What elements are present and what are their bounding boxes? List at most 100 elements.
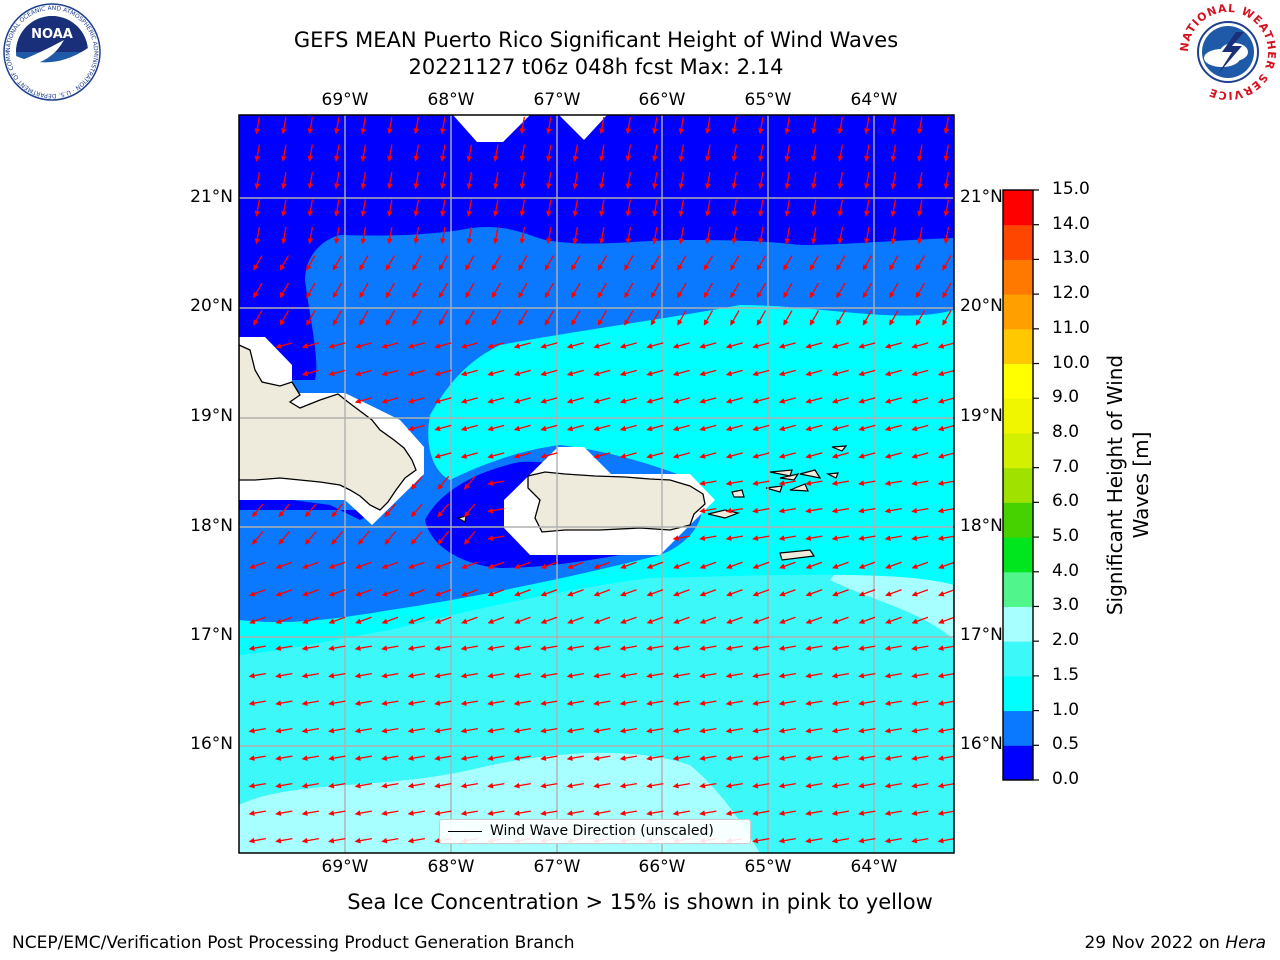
wave-direction-arrow: [434, 589, 452, 597]
wave-direction-arrow: [463, 475, 476, 490]
wave-direction-arrow: [491, 282, 502, 299]
wave-direction-arrow: [407, 645, 425, 651]
wave-direction-arrow: [619, 342, 637, 349]
colorbar-swatch: [1003, 710, 1033, 746]
wave-direction-arrow: [831, 727, 849, 734]
wave-direction-arrow: [831, 369, 849, 377]
wave-direction-arrow: [334, 227, 340, 245]
wave-direction-arrow: [593, 672, 611, 679]
wave-direction-arrow: [381, 755, 399, 761]
wave-direction-arrow: [652, 144, 658, 162]
wave-direction-arrow: [518, 282, 528, 299]
wave-direction-arrow: [805, 755, 823, 761]
wave-direction-arrow: [725, 535, 743, 541]
wave-direction-arrow: [911, 837, 929, 844]
wave-direction-arrow: [540, 616, 558, 624]
wave-direction-arrow: [434, 700, 452, 706]
wave-direction-arrow: [567, 589, 584, 597]
wave-direction-arrow: [805, 507, 823, 514]
wave-direction-arrow: [726, 589, 743, 597]
colorbar-tick-label: 2.0: [1052, 630, 1080, 651]
wave-direction-arrow: [699, 452, 717, 459]
wave-direction-arrow: [730, 282, 740, 299]
wave-direction-arrow: [858, 397, 876, 404]
wave-direction-arrow: [593, 342, 611, 349]
wave-direction-arrow: [281, 117, 287, 135]
wave-direction-arrow: [487, 755, 505, 761]
wave-direction-arrow: [434, 810, 452, 816]
wave-direction-arrow: [593, 561, 611, 569]
wave-direction-arrow: [911, 369, 929, 377]
wave-direction-arrow: [487, 369, 505, 377]
wave-direction-arrow: [864, 144, 870, 162]
wave-direction-arrow: [783, 255, 793, 271]
wave-direction-arrow: [593, 645, 611, 651]
wave-direction-arrow: [487, 645, 505, 651]
lon-label-top: 69°W: [321, 90, 369, 110]
wave-direction-arrow: [566, 342, 584, 349]
wave-direction-arrow: [937, 369, 954, 377]
wave-direction-arrow: [599, 172, 605, 190]
wave-direction-arrow: [943, 117, 950, 135]
wave-direction-arrow: [381, 837, 399, 844]
wave-direction-arrow: [884, 727, 902, 734]
no-data-area-north: [453, 115, 607, 142]
lon-label-bottom: 67°W: [533, 857, 581, 877]
wave-direction-arrow: [251, 530, 264, 545]
wave-direction-arrow: [937, 535, 954, 541]
lat-label-right: 17°N: [960, 625, 1003, 645]
wave-direction-arrow: [858, 727, 876, 734]
wave-direction-arrow: [678, 144, 685, 162]
wave-direction-arrow: [620, 589, 637, 597]
wave-direction-arrow: [911, 755, 929, 761]
wave-direction-arrow: [625, 172, 632, 190]
wave-direction-arrow: [540, 810, 558, 816]
wave-direction-arrow: [381, 672, 399, 679]
wave-direction-arrow: [572, 172, 579, 190]
wave-direction-arrow: [699, 782, 717, 789]
wave-direction-arrow: [619, 424, 637, 432]
land-puerto-rico: [527, 471, 706, 533]
wave-direction-arrow: [725, 782, 743, 789]
wave-direction-arrow: [646, 727, 664, 734]
wave-direction-arrow: [514, 561, 531, 569]
wave-direction-arrow: [646, 452, 664, 459]
nws-logo-icon: NATIONAL WEATHER SERVICE: [1178, 2, 1277, 102]
wave-direction-arrow: [355, 616, 372, 624]
wave-direction-arrow: [858, 672, 876, 679]
wave-direction-arrow: [884, 452, 902, 459]
wave-direction-arrow: [440, 199, 446, 217]
wave-direction-arrow: [566, 397, 584, 404]
wave-direction-arrow: [381, 727, 399, 734]
wave-direction-arrow: [650, 310, 661, 326]
wave-direction-arrow: [407, 810, 425, 816]
wave-direction-arrow: [752, 837, 770, 844]
wave-direction-arrow: [938, 589, 954, 597]
wave-direction-arrow: [466, 144, 473, 162]
colorbar-swatch: [1003, 502, 1033, 538]
wave-direction-arrow: [275, 672, 293, 679]
wave-direction-arrow: [832, 616, 849, 624]
wave-direction-arrow: [784, 199, 791, 217]
wave-direction-arrow: [836, 282, 846, 299]
lon-label-top: 68°W: [427, 90, 475, 110]
wave-direction-arrow: [513, 342, 531, 349]
wave-direction-arrow: [460, 645, 478, 651]
wave-direction-arrow: [758, 199, 764, 217]
wave-direction-arrow: [752, 645, 770, 651]
wave-direction-arrow: [460, 424, 478, 432]
colorbar-tick-label: 0.0: [1052, 769, 1080, 789]
wave-direction-arrow: [832, 561, 849, 569]
wave-direction-arrow: [354, 342, 372, 349]
wave-direction-arrow: [911, 561, 929, 569]
wave-direction-arrow: [301, 837, 319, 844]
wave-direction-arrow: [307, 117, 314, 135]
wave-direction-arrow: [334, 172, 340, 190]
wave-direction-arrow: [646, 755, 664, 761]
wave-direction-arrow: [407, 342, 425, 349]
wave-direction-arrow: [434, 424, 452, 432]
land-hispaniola: [239, 344, 417, 511]
lat-label-left: 18°N: [190, 516, 233, 536]
wave-direction-arrow: [699, 535, 717, 541]
wave-direction-arrow: [784, 117, 791, 135]
